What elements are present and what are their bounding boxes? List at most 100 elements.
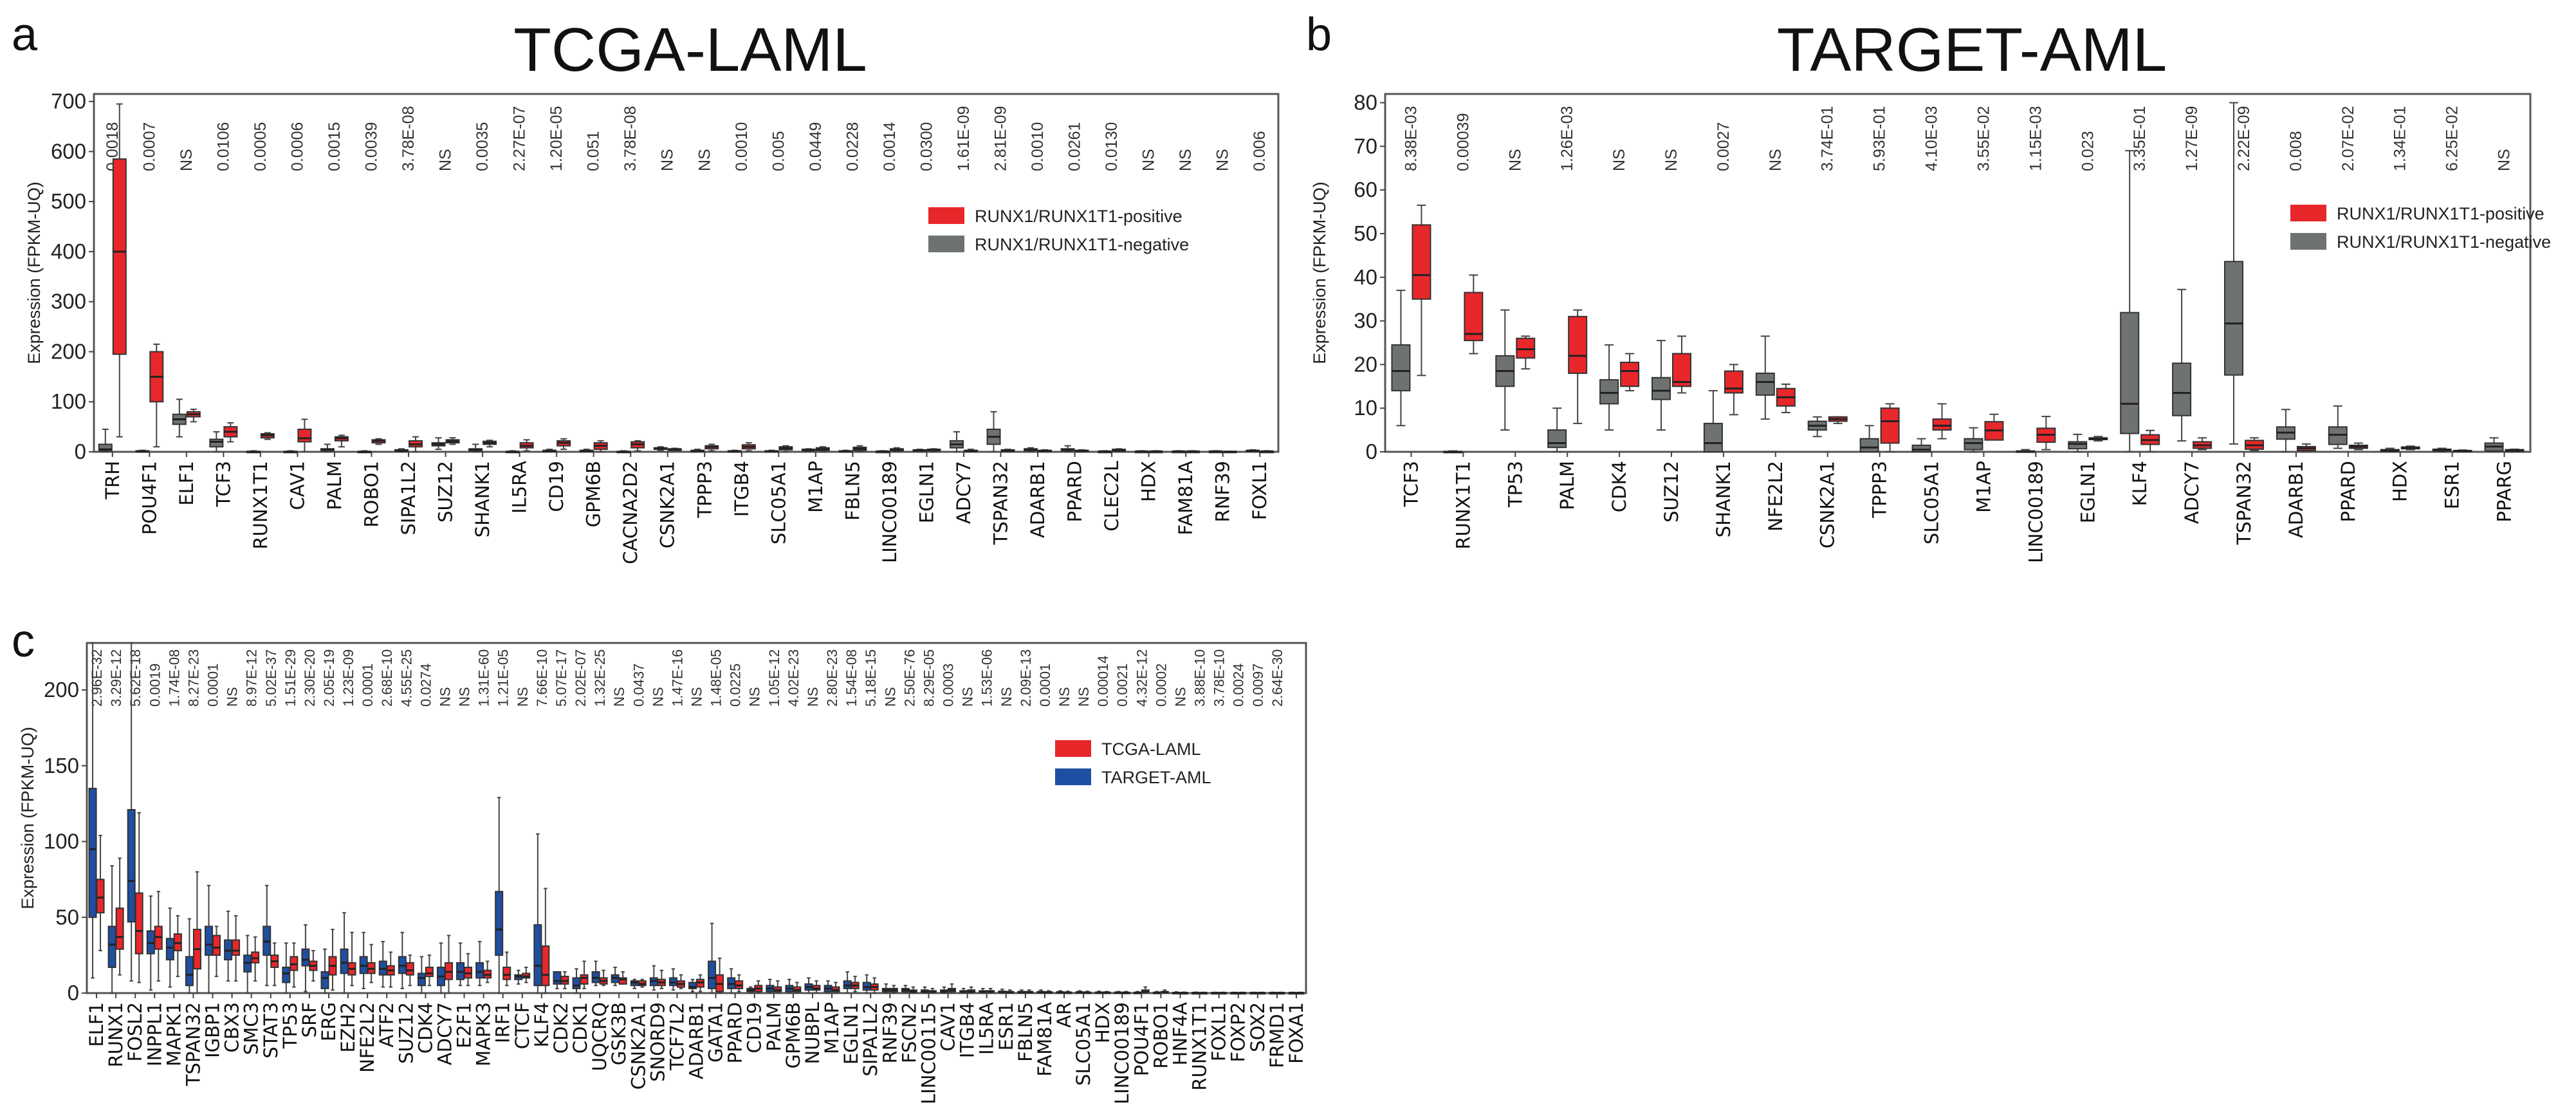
x-tick-label: MAPK3 — [473, 1002, 495, 1066]
x-tick-label: INPPL1 — [143, 1002, 165, 1066]
box-right — [560, 971, 569, 989]
box-right — [1000, 449, 1015, 452]
p-value-label: 2.96E-32 — [89, 649, 105, 707]
y-tick-label: 70 — [1354, 134, 1377, 158]
box-right — [2348, 442, 2368, 451]
box-left — [398, 931, 407, 989]
box-right — [963, 449, 978, 452]
box-right — [831, 981, 840, 994]
p-value-label: 2.80E-23 — [824, 649, 840, 707]
box-left — [1755, 335, 1775, 420]
box — [1547, 429, 1567, 449]
box-left — [243, 935, 252, 994]
x-tick-label: CSNK2A1 — [1817, 461, 1839, 548]
box — [115, 907, 124, 950]
p-value-label: NS — [1610, 149, 1628, 171]
p-value-label: 3.78E-08 — [400, 106, 418, 171]
legend-swatch — [1055, 768, 1091, 785]
p-value-label: 8.27E-23 — [185, 649, 201, 707]
box-right — [1141, 986, 1150, 994]
x-tick-label: ADARB1 — [1027, 461, 1049, 538]
box-left — [165, 907, 174, 988]
box — [533, 924, 542, 987]
x-tick-label: SLC05A1 — [1072, 1002, 1094, 1086]
p-value-label: 4.10E-03 — [1923, 106, 1941, 171]
box-right — [1932, 403, 1952, 440]
x-tick-label: TPPP3 — [1869, 461, 1891, 519]
p-value-label: 0.0035 — [474, 122, 492, 171]
box-left — [1094, 991, 1103, 994]
p-value-label: 2.09E-13 — [1018, 649, 1034, 707]
p-value-label: 8.29E-05 — [921, 649, 937, 707]
box — [541, 945, 550, 987]
box — [475, 962, 484, 979]
p-value-label: 1.53E-06 — [979, 649, 995, 707]
box — [301, 948, 310, 967]
box-left — [456, 942, 465, 987]
p-value-label: NS — [437, 149, 455, 171]
box-right — [519, 439, 534, 452]
x-tick-label: CSNK2A1 — [627, 1002, 649, 1090]
box-right — [1102, 991, 1111, 994]
x-tick-label: CACNA2D2 — [620, 461, 641, 564]
y-tick-label: 0 — [1366, 440, 1377, 463]
x-tick-label: KLF4 — [531, 1002, 553, 1047]
x-tick-label: FOXA1 — [1285, 1002, 1307, 1064]
x-tick-label: EGLN1 — [840, 1002, 862, 1065]
box-left — [2380, 447, 2400, 452]
box-right — [926, 448, 941, 452]
plot-frame — [93, 93, 1280, 453]
p-value-label: 2.64E-30 — [1269, 649, 1285, 707]
box — [708, 960, 717, 989]
box-left — [579, 449, 594, 452]
x-tick-label: RNF39 — [879, 1002, 901, 1063]
box-left — [616, 450, 631, 454]
box-left — [998, 989, 1007, 994]
box-right — [1724, 364, 1743, 416]
panel-c: c 0 50 100 150 200 Expression (FPKM-UQ) ELF1 2.9… — [12, 615, 1307, 1104]
x-tick-label: FBLN5 — [842, 461, 863, 521]
box-left — [727, 968, 736, 994]
p-value-label: NS — [1767, 149, 1785, 171]
x-tick-label: IL5RA — [509, 461, 531, 514]
box — [572, 977, 581, 989]
box — [405, 962, 414, 976]
box — [618, 977, 627, 985]
x-tick-label: SHANK1 — [472, 461, 493, 537]
x-tick-label: GPM6B — [583, 461, 605, 527]
x-tick-label: ADCY7 — [434, 1002, 455, 1065]
box-left — [611, 966, 620, 987]
x-tick-label: PPARD — [1064, 461, 1086, 522]
box-left — [690, 449, 705, 452]
box-left — [1211, 991, 1220, 995]
p-value-label: NS — [437, 687, 453, 707]
box-left — [1024, 447, 1038, 452]
box-right — [773, 980, 782, 994]
box-right — [223, 422, 238, 443]
box-left — [127, 642, 136, 982]
p-value-label: 1.48E-05 — [708, 649, 724, 707]
x-tick-label: MAPK1 — [163, 1002, 185, 1066]
x-tick-label: HDX — [2389, 461, 2411, 502]
p-value-label: NS — [882, 687, 898, 707]
x-tick-label: CD19 — [546, 461, 567, 512]
p-value-label: 0.0097 — [1250, 664, 1266, 707]
panel-letter: a — [12, 9, 38, 60]
legend-label: RUNX1/RUNX1T1-positive — [2337, 204, 2544, 223]
box — [112, 158, 127, 355]
box — [98, 443, 113, 452]
p-value-label: NS — [1662, 149, 1680, 171]
x-tick-label: ROBO1 — [360, 461, 382, 528]
box-left — [801, 448, 816, 452]
p-value-label: 0.0003 — [941, 664, 957, 707]
box-left — [1249, 991, 1258, 995]
box-left — [2484, 437, 2504, 452]
p-value-label: 1.47E-16 — [669, 649, 685, 707]
x-tick-label: LINC00189 — [879, 461, 901, 563]
box-right — [1412, 204, 1431, 377]
box-left — [417, 956, 426, 994]
x-tick-label: CTCF — [511, 1002, 533, 1049]
box-right — [1219, 991, 1228, 995]
box-left — [394, 448, 409, 452]
p-value-label: 5.93E-01 — [1871, 106, 1889, 171]
